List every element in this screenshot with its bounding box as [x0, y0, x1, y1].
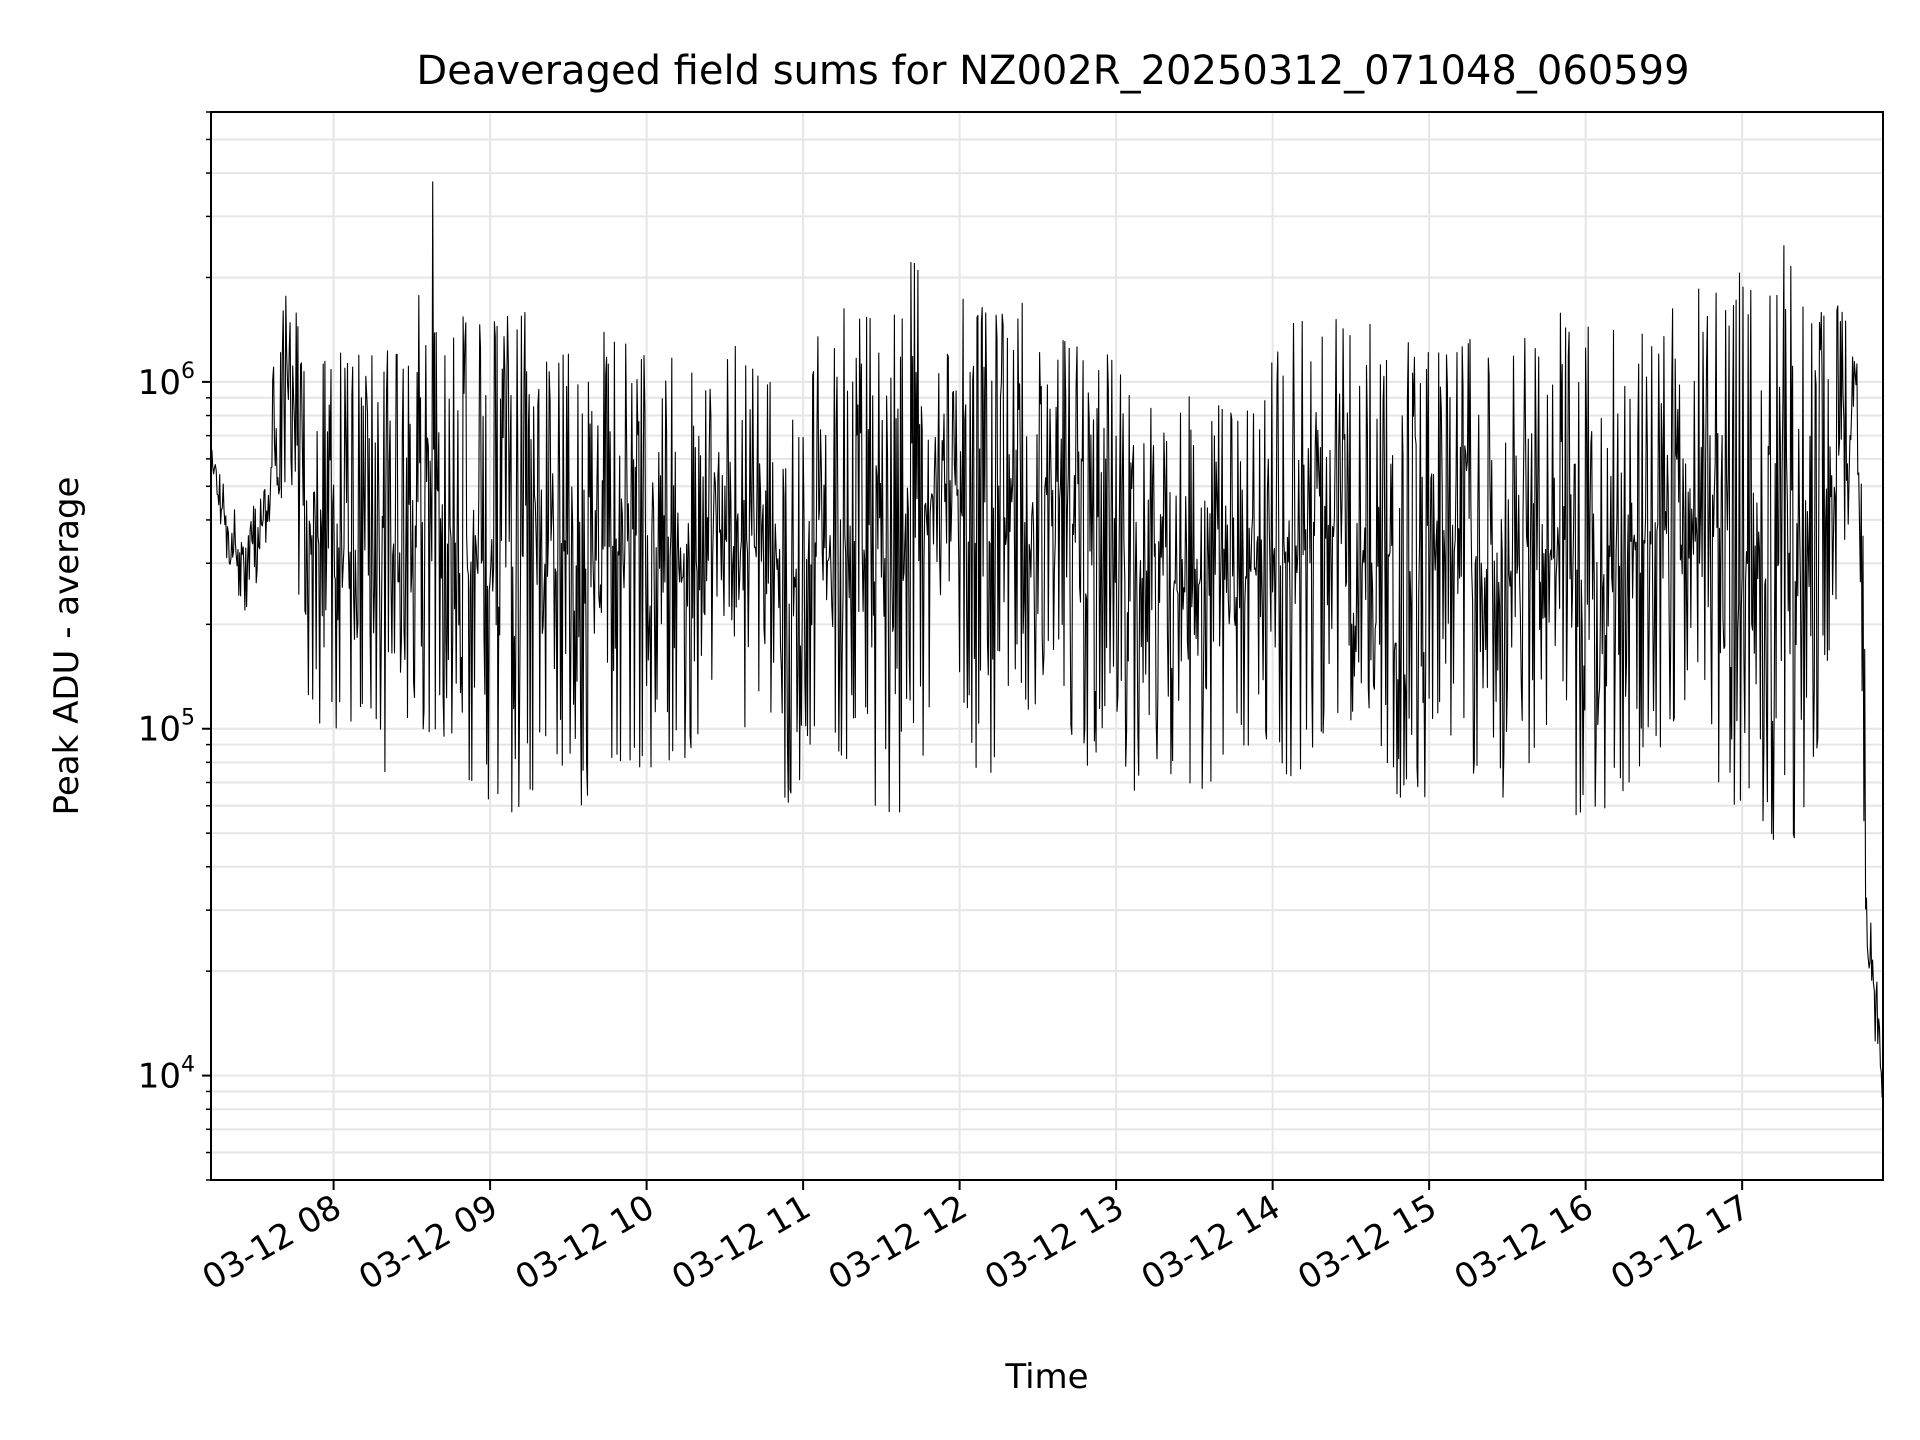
y-tick-label: 105	[138, 706, 195, 750]
series-line	[210, 181, 1884, 1098]
plot-area	[211, 112, 1883, 1180]
y-tick-label: 104	[138, 1053, 195, 1097]
plot-frame	[210, 111, 1884, 1181]
x-axis-label: Time	[1004, 1357, 1088, 1397]
y-axis-label: Peak ADU - average	[47, 477, 87, 816]
series-layer	[210, 181, 1884, 1098]
y-ticks: 104 105 106	[138, 111, 211, 1181]
chart-title: Deaveraged field sums for NZ002R_2025031…	[416, 48, 1689, 94]
y-tick-label: 106	[138, 359, 195, 403]
